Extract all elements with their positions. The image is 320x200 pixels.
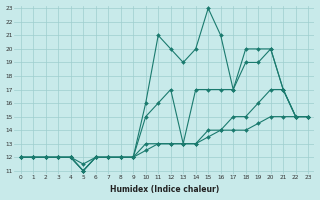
- X-axis label: Humidex (Indice chaleur): Humidex (Indice chaleur): [110, 185, 219, 194]
